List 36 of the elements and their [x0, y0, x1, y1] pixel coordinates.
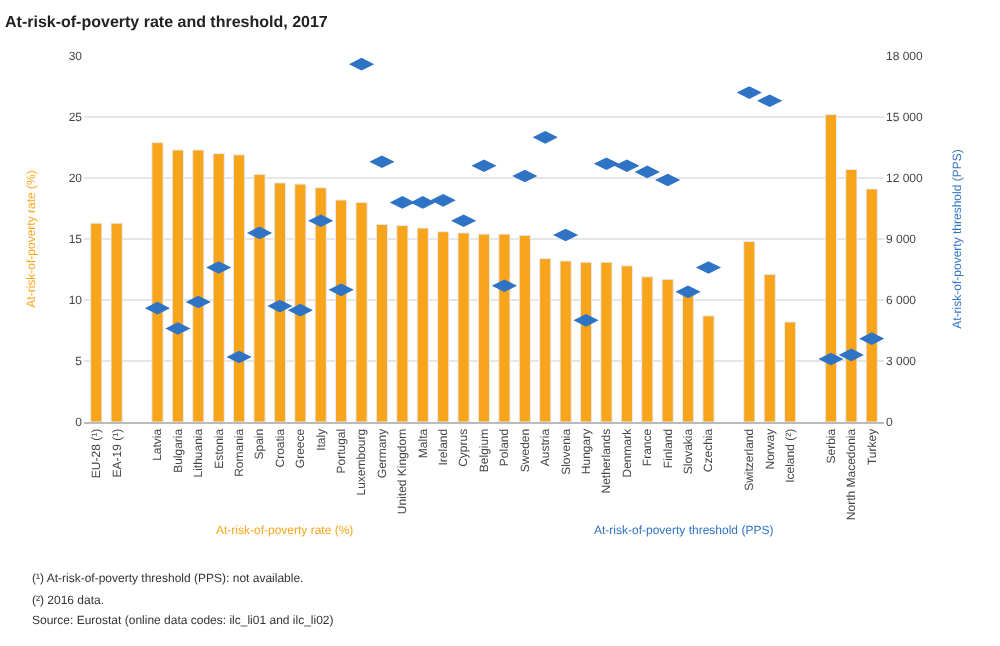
- bar: [273, 182, 287, 422]
- bar: [355, 201, 368, 422]
- bar: [477, 233, 491, 422]
- bar: [437, 231, 450, 422]
- bar: [784, 321, 797, 422]
- bar: [763, 273, 776, 422]
- bar: [232, 154, 246, 422]
- bar: [171, 149, 184, 422]
- bar: [151, 142, 164, 422]
- bar: [743, 240, 756, 422]
- bar: [375, 223, 389, 422]
- bar: [539, 258, 552, 422]
- bar: [253, 173, 266, 422]
- bar: [845, 168, 858, 422]
- bar: [661, 278, 674, 422]
- bar: [335, 199, 348, 422]
- bar: [518, 234, 531, 422]
- bar: [212, 153, 225, 422]
- bar: [396, 225, 409, 422]
- bar: [824, 114, 838, 422]
- bar: [579, 261, 593, 422]
- bar: [559, 260, 572, 422]
- bar: [457, 232, 470, 422]
- bar: [110, 222, 123, 422]
- bar: [416, 227, 429, 422]
- bar: [294, 183, 307, 422]
- bar: [498, 233, 511, 422]
- bar: [90, 222, 103, 422]
- bar: [865, 188, 878, 422]
- bar: [702, 315, 715, 422]
- bar: [314, 187, 327, 422]
- bar: [641, 276, 654, 422]
- bar: [600, 261, 613, 422]
- bar: [192, 149, 205, 422]
- bar: [620, 265, 633, 422]
- chart-title: At-risk-of-poverty rate and threshold, 2017: [5, 13, 329, 32]
